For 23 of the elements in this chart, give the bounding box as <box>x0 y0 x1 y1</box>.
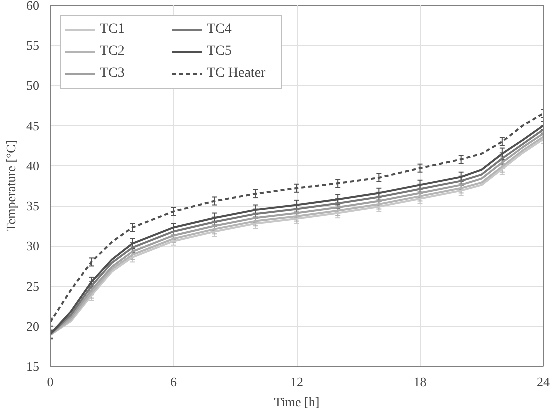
y-tick-label: 55 <box>26 38 40 54</box>
legend-label: TC Heater <box>207 66 267 82</box>
y-axis-title: Temperature [°C] <box>4 140 18 232</box>
y-tick-label: 25 <box>26 278 40 294</box>
x-tick-label: 24 <box>537 374 550 390</box>
y-tick-label: 50 <box>26 78 40 94</box>
y-tick-label: 60 <box>26 0 40 13</box>
x-tick-label: 0 <box>47 374 54 390</box>
legend-label: TC5 <box>207 44 233 60</box>
y-tick-label: 30 <box>26 238 40 254</box>
x-tick-label: 12 <box>290 374 304 390</box>
x-tick-label: 18 <box>414 374 427 390</box>
legend-label: TC2 <box>100 44 126 60</box>
x-tick-label: 6 <box>170 374 178 390</box>
y-tick-label: 35 <box>26 198 40 214</box>
x-axis-title: Time [h] <box>274 394 320 410</box>
y-tick-label: 20 <box>26 318 40 334</box>
y-tick-label: 15 <box>26 359 40 374</box>
legend-label: TC4 <box>207 22 233 38</box>
legend-label: TC3 <box>100 66 126 82</box>
legend-label: TC1 <box>100 22 126 38</box>
y-tick-label: 40 <box>26 158 40 174</box>
y-tick-label: 45 <box>26 118 40 134</box>
